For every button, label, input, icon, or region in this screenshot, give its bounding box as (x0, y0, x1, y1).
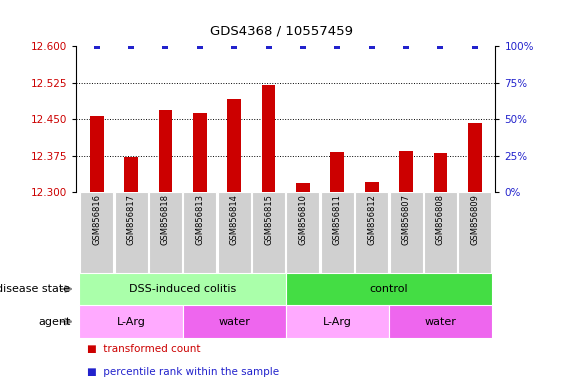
Text: agent: agent (38, 316, 70, 327)
Bar (458, 192, 491, 273)
Text: GSM856815: GSM856815 (264, 194, 273, 245)
Bar (218, 192, 251, 273)
Bar (286, 273, 492, 305)
Point (436, 43, 445, 49)
Bar (330, 152, 344, 192)
Text: disease state: disease state (0, 284, 70, 294)
Bar (124, 157, 138, 192)
Text: GSM856811: GSM856811 (333, 194, 342, 245)
Text: water: water (218, 316, 250, 327)
Bar (184, 192, 216, 273)
Text: ■  transformed count: ■ transformed count (87, 344, 201, 354)
Bar (159, 110, 172, 192)
Text: GSM856808: GSM856808 (436, 194, 445, 245)
Bar (468, 123, 482, 192)
Bar (389, 305, 492, 338)
Bar (262, 86, 275, 192)
Bar (182, 305, 286, 338)
Bar (424, 192, 457, 273)
Text: L-Arg: L-Arg (323, 316, 352, 327)
Bar (114, 192, 148, 273)
Text: GDS4368 / 10557459: GDS4368 / 10557459 (210, 25, 353, 38)
Bar (193, 113, 207, 192)
Text: GSM856812: GSM856812 (367, 194, 376, 245)
Text: DSS-induced colitis: DSS-induced colitis (129, 284, 236, 294)
Bar (434, 153, 448, 192)
Text: GSM856813: GSM856813 (195, 194, 204, 245)
Text: water: water (425, 316, 457, 327)
Point (230, 43, 239, 49)
Point (367, 43, 376, 49)
Bar (252, 192, 285, 273)
Point (264, 43, 273, 49)
Text: GSM856810: GSM856810 (298, 194, 307, 245)
Bar (287, 192, 319, 273)
Text: GSM856818: GSM856818 (161, 194, 170, 245)
Text: GSM856816: GSM856816 (92, 194, 101, 245)
Bar (90, 116, 104, 192)
Bar (355, 192, 388, 273)
Text: GSM856807: GSM856807 (401, 194, 410, 245)
Point (195, 43, 204, 49)
Bar (365, 182, 378, 192)
Bar (227, 99, 241, 192)
Point (161, 43, 170, 49)
Bar (80, 192, 113, 273)
Point (470, 43, 479, 49)
Bar (149, 192, 182, 273)
Bar (79, 305, 182, 338)
Text: L-Arg: L-Arg (117, 316, 145, 327)
Point (127, 43, 136, 49)
Text: control: control (369, 284, 408, 294)
Bar (390, 192, 423, 273)
Text: GSM856817: GSM856817 (127, 194, 136, 245)
Bar (79, 273, 286, 305)
Point (401, 43, 410, 49)
Bar (321, 192, 354, 273)
Point (92, 43, 101, 49)
Bar (399, 151, 413, 192)
Bar (286, 305, 389, 338)
Point (298, 43, 307, 49)
Text: ■  percentile rank within the sample: ■ percentile rank within the sample (87, 367, 279, 377)
Point (333, 43, 342, 49)
Bar (296, 183, 310, 192)
Text: GSM856814: GSM856814 (230, 194, 239, 245)
Text: GSM856809: GSM856809 (470, 194, 479, 245)
